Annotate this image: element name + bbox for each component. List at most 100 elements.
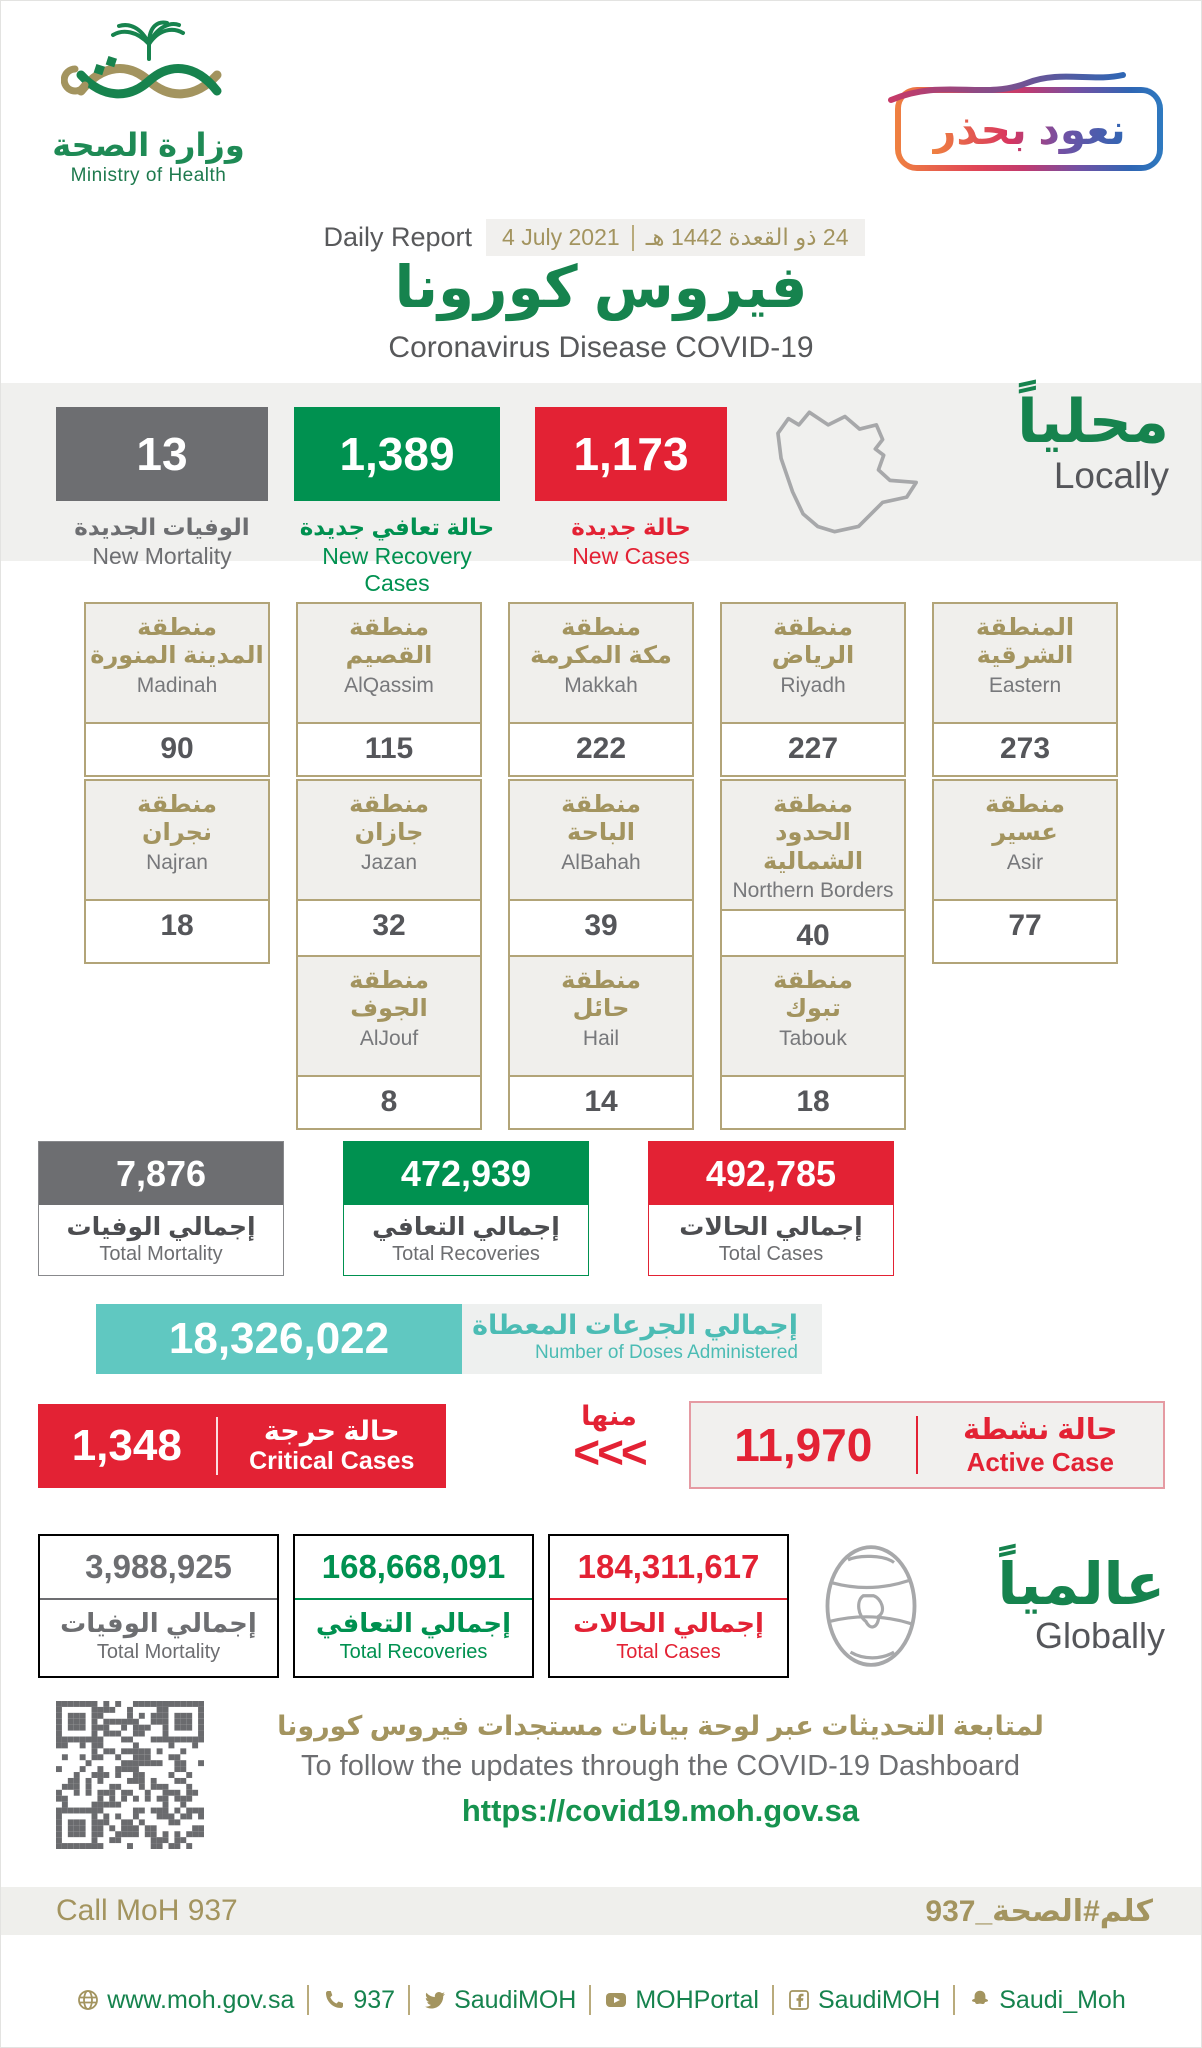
- region-card-hail: منطقة حائل Hail 14: [508, 955, 694, 1130]
- left-arrows-icon: <<<: [573, 1426, 648, 1478]
- region-card-jazan: منطقة جازان Jazan 32: [296, 779, 482, 964]
- region-ar-name: تبوك: [785, 995, 841, 1023]
- region-card-madinah: منطقة المدينة المنورة Madinah 90: [84, 602, 270, 777]
- region-ar-prefix: منطقة: [773, 614, 853, 641]
- region-card-northern-borders: منطقة الحدود الشمالية Northern Borders 40: [720, 779, 906, 964]
- page-title-arabic: فيروس كورونا: [394, 255, 808, 320]
- region-en-name: AlJouf: [359, 1026, 419, 1050]
- twitter-link[interactable]: SaudiMOH: [423, 1986, 576, 2015]
- region-en-name: AlBahah: [561, 850, 641, 874]
- region-ar-name: الشرقية: [976, 642, 1074, 670]
- website-link[interactable]: www.moh.gov.sa: [76, 1986, 294, 2015]
- total-recoveries-value: 472,939: [344, 1142, 588, 1205]
- globally-section: 3,988,925 إجمالي الوفيات Total Mortality …: [38, 1534, 1165, 1678]
- twitter-icon: [424, 1992, 446, 2009]
- moh-logo: وزارة الصحة Ministry of Health: [41, 19, 256, 187]
- global-mortality-label-ar: إجمالي الوفيات: [60, 1608, 257, 1638]
- critical-active-section: 1,348 حالة حرجة Critical Cases منها <<< …: [1, 1401, 1201, 1491]
- region-ar-name: عسير: [992, 819, 1058, 847]
- snapchat-icon: [972, 1990, 989, 2004]
- globally-heading: عالمياً Globally: [923, 1554, 1165, 1658]
- region-value: 39: [510, 901, 692, 952]
- new-mortality-stat: 13 الوفيات الجديدة New Mortality: [56, 407, 268, 570]
- doses-label-en: Number of Doses Administered: [535, 1342, 798, 1363]
- facebook-link[interactable]: SaudiMOH: [787, 1986, 940, 2015]
- region-card-eastern: المنطقة الشرقية Eastern 273: [932, 602, 1118, 777]
- total-mortality-value: 7,876: [39, 1142, 283, 1205]
- logo-arabic-name: وزارة الصحة: [52, 127, 245, 163]
- region-ar-name: الحدود الشمالية: [762, 819, 864, 875]
- report-date-line: Daily Report 4 July 2021 24 ذو القعدة 14…: [1, 219, 1201, 256]
- saudi-arabia-map: [776, 410, 918, 534]
- region-ar-prefix: المنطقة: [975, 614, 1075, 641]
- youtube-link[interactable]: MOHPortal: [604, 1986, 759, 2015]
- region-ar-name: القصيم: [345, 642, 433, 670]
- region-en-name: Northern Borders: [732, 878, 894, 902]
- qr-code: [56, 1701, 204, 1849]
- region-en-name: Jazan: [360, 850, 418, 874]
- globe-icon: [78, 1990, 99, 2010]
- snapchat-link[interactable]: Saudi_Moh: [968, 1985, 1126, 2015]
- region-en-name: Riyadh: [780, 673, 846, 697]
- global-recoveries-label-en: Total Recoveries: [339, 1641, 488, 1663]
- divider: [307, 1985, 310, 2015]
- region-en-name: AlQassim: [344, 673, 434, 697]
- hashtag-moh-label: كلم#الصحة_937: [925, 1894, 1153, 1928]
- divider: [915, 1416, 918, 1474]
- total-cases-label-ar: إجمالي الحالات: [679, 1213, 863, 1241]
- call-moh-label: Call MoH 937: [56, 1894, 238, 1927]
- active-cases-label-en: Active Case: [966, 1447, 1114, 1477]
- total-recoveries-label-ar: إجمالي التعافي: [372, 1213, 560, 1241]
- total-recoveries-card: 472,939 إجمالي التعافي Total Recoveries: [343, 1141, 589, 1276]
- region-value: 77: [934, 901, 1116, 952]
- global-recoveries-label-ar: إجمالي التعافي: [315, 1608, 512, 1638]
- new-mortality-value: 13: [56, 407, 268, 501]
- critical-cases-value: 1,348: [71, 1421, 182, 1470]
- new-mortality-label-en: New Mortality: [92, 543, 232, 569]
- snapchat-label: Saudi_Moh: [999, 1985, 1126, 2014]
- hijri-date: 24 ذو القعدة 1442 هـ: [645, 224, 849, 250]
- region-card-riyadh: منطقة الرياض Riyadh 227: [720, 602, 906, 777]
- youtube-label: MOHPortal: [635, 1985, 759, 2014]
- region-ar-prefix: منطقة: [349, 614, 429, 641]
- new-cases-label-en: New Cases: [572, 543, 690, 569]
- region-ar-name: مكة المكرمة: [530, 642, 672, 670]
- region-ar-name: المدينة المنورة: [90, 642, 264, 670]
- region-ar-name: نجران: [142, 819, 212, 847]
- facebook-icon: [789, 1990, 809, 2010]
- divider: [215, 1417, 218, 1475]
- dashboard-url-link[interactable]: https://covid19.moh.gov.sa: [461, 1793, 860, 1828]
- dashboard-line-en: To follow the updates through the COVID-…: [301, 1750, 1020, 1782]
- of-which-label-ar: منها: [581, 1401, 637, 1431]
- total-mortality-card: 7,876 إجمالي الوفيات Total Mortality: [38, 1141, 284, 1276]
- region-row-2: منطقة نجران Najran 18 منطقة جازان Jazan 32 م…: [1, 779, 1201, 964]
- logo-english-name: Ministry of Health: [70, 165, 227, 186]
- total-recoveries-label-en: Total Recoveries: [392, 1243, 540, 1265]
- region-ar-prefix: منطقة: [985, 791, 1065, 818]
- divider: [771, 1985, 774, 2015]
- region-ar-name: حائل: [572, 995, 630, 1023]
- region-ar-prefix: منطقة: [561, 791, 641, 818]
- region-en-name: Tabouk: [779, 1026, 847, 1050]
- globally-heading-en: Globally: [1034, 1615, 1165, 1657]
- global-cases-value: 184,311,617: [550, 1536, 787, 1600]
- global-mortality-label-en: Total Mortality: [96, 1641, 221, 1663]
- new-cases-stat: 1,173 حالة جديدة New Cases: [535, 407, 727, 570]
- active-cases-value: 11,970: [734, 1419, 873, 1471]
- divider: [953, 1985, 956, 2015]
- region-card-makkah: منطقة مكة المكرمة Makkah 222: [508, 602, 694, 777]
- region-en-name: Makkah: [564, 673, 638, 697]
- region-ar-prefix: منطقة: [773, 791, 853, 818]
- badge-swoosh-icon: [888, 72, 1126, 103]
- region-ar-prefix: منطقة: [773, 967, 853, 994]
- phone-link[interactable]: 937: [322, 1986, 395, 2015]
- critical-cases-label-ar: حالة حرجة: [263, 1416, 400, 1446]
- region-value: 14: [510, 1077, 692, 1128]
- website-label: www.moh.gov.sa: [107, 1985, 295, 2014]
- region-value: 222: [510, 724, 692, 775]
- region-card-najran: منطقة نجران Najran 18: [84, 779, 270, 964]
- global-cases-label-ar: إجمالي الحالات: [573, 1608, 764, 1638]
- region-ar-name: الباحة: [567, 819, 635, 847]
- region-card-aljouf: منطقة الجوف AlJouf 8: [296, 955, 482, 1130]
